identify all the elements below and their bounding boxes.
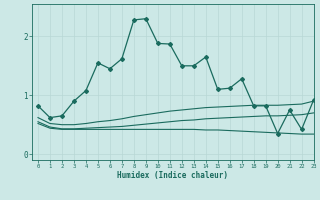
X-axis label: Humidex (Indice chaleur): Humidex (Indice chaleur)	[117, 171, 228, 180]
